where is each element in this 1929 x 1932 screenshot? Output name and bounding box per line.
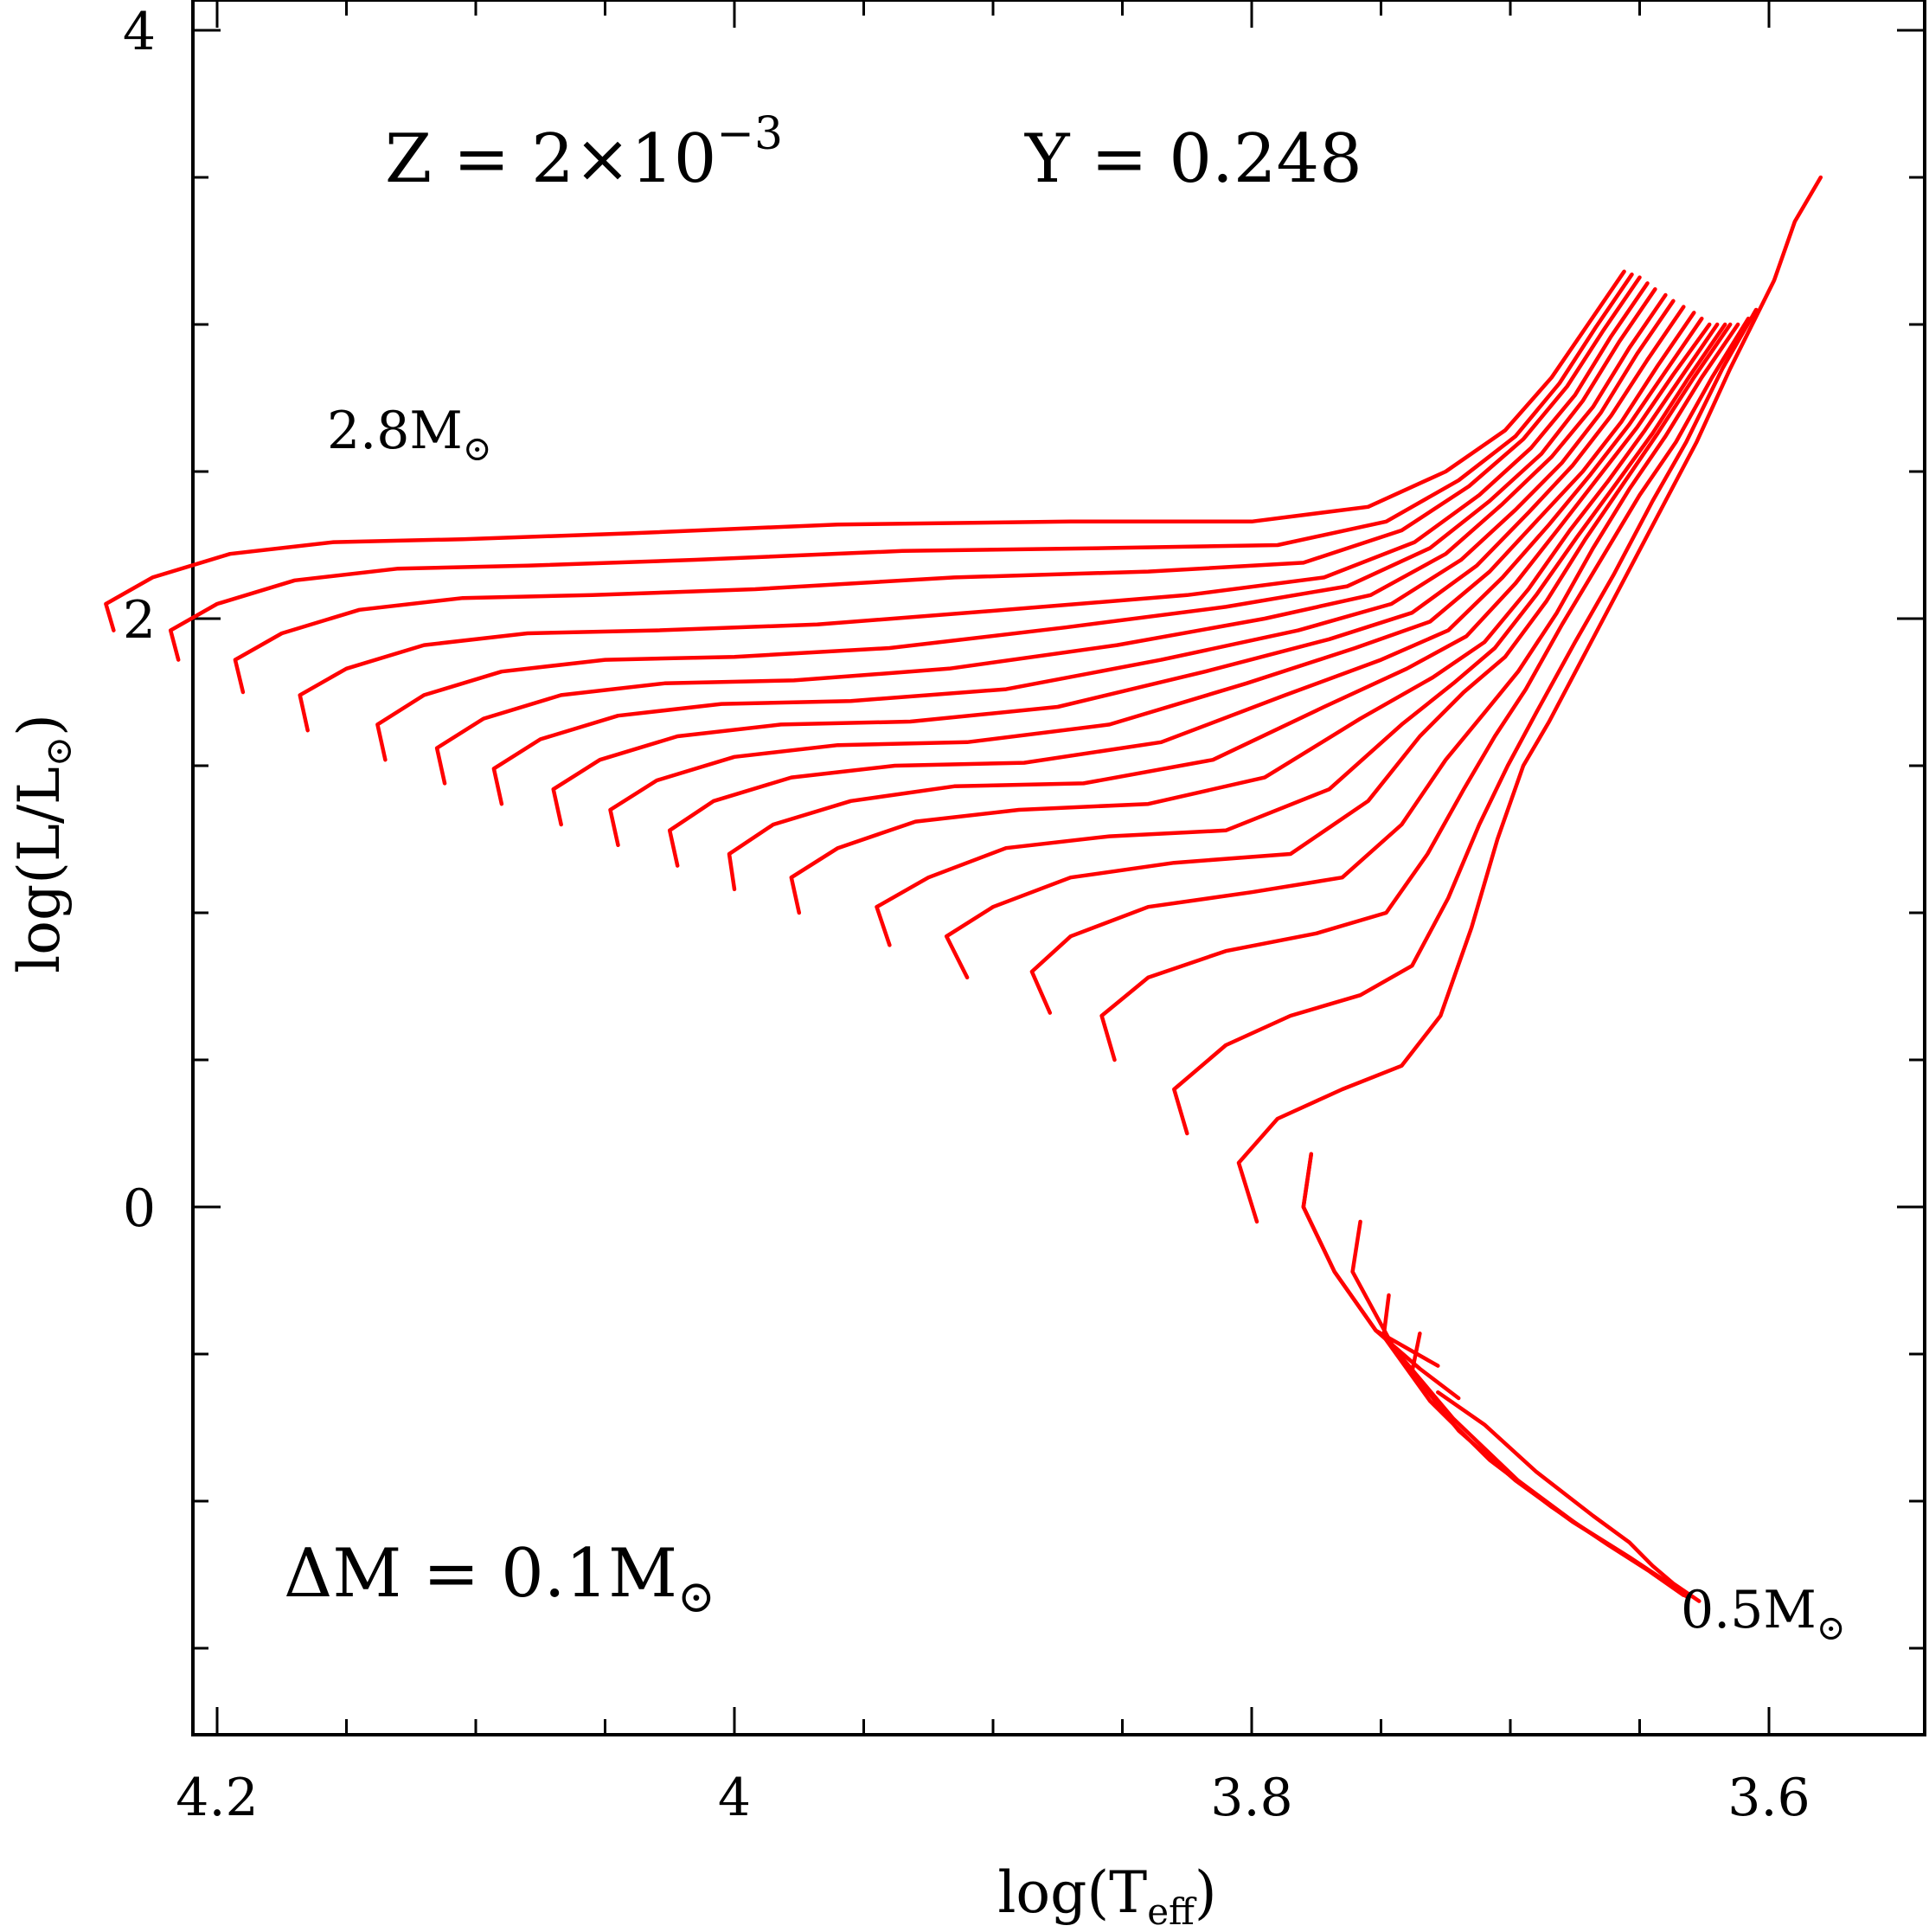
track-2.2-msun [491, 298, 1676, 806]
y-tick-label: 0 [123, 1178, 156, 1239]
track-1.2-msun [1172, 307, 1759, 1136]
y-axis-title: log(L/L⊙) [6, 714, 80, 973]
y-axis-title-sub: ⊙ [37, 736, 80, 767]
top-mass-sun-symbol: ⊙ [463, 429, 492, 469]
mass-step-sun-symbol: ⊙ [677, 1571, 715, 1623]
x-tick-label: 4.2 [176, 1768, 258, 1828]
x-tick-label: 3.8 [1210, 1768, 1292, 1828]
plot-frame [191, 0, 1926, 1736]
x-tick-label: 4 [718, 1768, 751, 1828]
x-axis-title-main: log(T [997, 1859, 1147, 1926]
mass-step-text: ΔM = 0.1M [284, 1535, 677, 1613]
track-1.5-msun [944, 322, 1733, 980]
composition-z-text: Z = 2×10 [385, 120, 716, 198]
bottom-mass-sun-symbol: ⊙ [1817, 1608, 1846, 1648]
x-axis-title-close: ) [1195, 1859, 1217, 1926]
y-axis-title-main: log(L/L [6, 767, 73, 973]
track-1.8-msun [727, 322, 1712, 892]
track-1.3-msun [1099, 316, 1751, 1062]
evolutionary-tracks [104, 175, 1823, 1603]
track-0.8-msun [1350, 1219, 1676, 1589]
track-2.0-msun [608, 311, 1696, 848]
y-tick-label: 2 [123, 590, 156, 651]
track-0.5-msun [1436, 1390, 1701, 1603]
bottom-mass-text: 0.5M [1681, 1580, 1817, 1640]
track-1.7-msun [789, 322, 1720, 915]
bottom-mass-label: 0.5M⊙ [1681, 1580, 1845, 1648]
y-tick-label: 4 [123, 2, 156, 62]
track-1.0-msun [1301, 1152, 1461, 1401]
track-2.6-msun [233, 275, 1642, 695]
composition-z-label: Z = 2×10−3 [385, 108, 783, 198]
x-axis-title-sub: eff [1147, 1890, 1197, 1932]
x-tick-label: 3.6 [1727, 1768, 1810, 1828]
track-2.1-msun [551, 305, 1686, 827]
track-2.4-msun [375, 286, 1657, 762]
composition-z-exponent: −3 [716, 108, 783, 160]
top-mass-text: 2.8M [327, 401, 463, 461]
track-2.5-msun [298, 281, 1650, 733]
track-2.8-msun [104, 269, 1626, 632]
track-1.9-msun [667, 316, 1704, 868]
composition-y-label: Y = 0.248 [1024, 120, 1362, 198]
tick-labels: 4.2 4 3.8 3.6 0 2 4 [123, 2, 1810, 1828]
track-1.4-msun [1029, 322, 1740, 1015]
track-1.6-msun [875, 322, 1727, 947]
axis-ticks [193, 0, 1925, 1735]
track-2.7-msun [168, 272, 1634, 662]
x-axis-title: log(Teff) [997, 1859, 1216, 1932]
mass-step-label: ΔM = 0.1M⊙ [284, 1535, 715, 1623]
track-2.3-msun [434, 292, 1668, 786]
track-1.1-msun [1236, 175, 1823, 1224]
y-axis-title-close: ) [6, 714, 73, 736]
top-mass-label: 2.8M⊙ [327, 401, 491, 469]
